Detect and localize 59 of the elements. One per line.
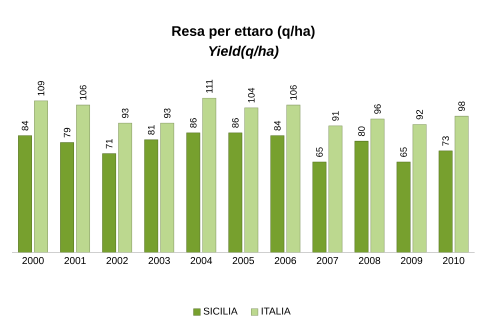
bar [286,104,300,252]
data-label: 111 [206,80,212,93]
x-tick-label: 2004 [190,257,212,264]
bar [396,162,411,252]
data-label: 106 [290,85,297,100]
x-tick-label: 2009 [400,257,422,264]
bar [454,116,469,252]
bar [438,150,453,252]
data-label: 80 [358,126,365,136]
bar [412,124,427,252]
bar [354,140,368,252]
x-tick-label: 2006 [274,257,296,264]
legend-label: ITALIA [262,308,291,314]
chart-subtitle: Yield(q/ha) [208,46,278,59]
x-tick-label: 2008 [358,257,380,264]
x-tick-label: 2005 [232,257,254,264]
bar [202,98,216,252]
bar [370,118,384,252]
data-label: 84 [22,120,28,131]
data-label: 86 [232,118,239,128]
bar [144,140,158,252]
data-label: 96 [374,104,381,114]
data-label: 81 [148,125,155,135]
x-tick-label: 2003 [148,257,170,264]
data-label: 93 [164,108,171,118]
x-tick-label: 2010 [443,257,464,264]
bar [312,162,326,252]
bar [186,132,200,252]
bar [328,126,342,252]
legend-label: SICILIA [204,308,238,315]
x-tick-label: 2007 [316,257,338,264]
bar [118,122,132,252]
bar [60,142,74,252]
data-label: 71 [106,139,112,148]
x-tick-label: 2002 [106,257,128,264]
data-label: 93 [122,108,128,118]
data-label: 92 [416,110,423,120]
chart-title: Resa per ettaro (q/ha) [172,26,315,39]
data-label: 106 [80,85,86,100]
data-label: 73 [442,136,449,146]
data-label: 91 [332,111,339,121]
bar [244,108,258,252]
x-tick-label: 2000 [22,257,44,264]
bar [160,122,174,252]
data-label: 104 [248,88,255,102]
data-label: 86 [190,118,197,128]
bar [18,135,32,252]
bar [228,132,242,252]
data-label: 98 [458,101,465,112]
data-label: 65 [316,147,323,157]
data-label: 79 [64,128,70,138]
bar [270,135,284,252]
data-label: 109 [38,81,44,96]
bar [102,153,116,252]
data-label: 65 [400,147,407,157]
data-label: 84 [274,120,281,131]
bar [34,100,48,252]
bar [76,104,90,252]
x-tick-label: 2001 [64,257,86,264]
